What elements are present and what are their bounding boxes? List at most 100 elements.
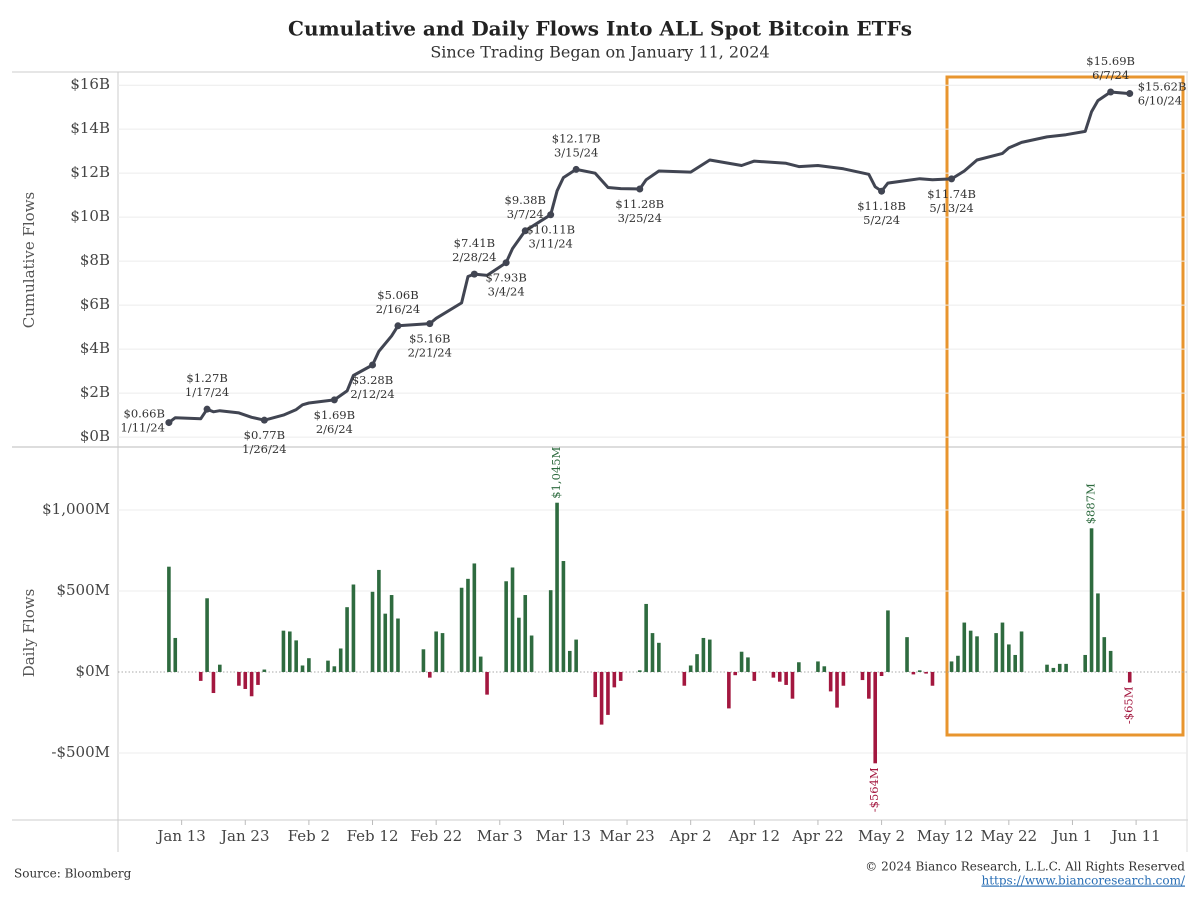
website-link[interactable]: https://www.biancoresearch.com/ bbox=[981, 874, 1185, 888]
point-value-label: $5.16B bbox=[409, 332, 450, 346]
bar bbox=[873, 671, 878, 764]
bar bbox=[1045, 664, 1049, 672]
bar bbox=[338, 648, 343, 672]
bar bbox=[841, 671, 846, 686]
x-tick-label: Feb 2 bbox=[288, 827, 330, 845]
point-date-label: 3/15/24 bbox=[554, 145, 598, 159]
bar bbox=[701, 637, 706, 672]
point-marker bbox=[636, 185, 644, 193]
bar bbox=[1007, 644, 1011, 672]
bar-value-label: -$65M bbox=[1122, 686, 1136, 724]
point-value-label: $10.11B bbox=[526, 223, 575, 237]
bar bbox=[262, 669, 267, 672]
bar bbox=[1064, 663, 1068, 672]
x-tick-label: May 2 bbox=[858, 827, 905, 845]
bar bbox=[1000, 622, 1005, 672]
bar bbox=[593, 671, 598, 698]
point-marker bbox=[502, 259, 510, 267]
bar bbox=[771, 671, 776, 678]
bar bbox=[243, 671, 248, 689]
y-tick-label: $2B bbox=[80, 383, 110, 401]
bar bbox=[637, 670, 642, 672]
bar bbox=[205, 598, 209, 672]
point-marker bbox=[369, 361, 377, 369]
bar bbox=[1102, 637, 1107, 672]
bar bbox=[746, 657, 750, 672]
x-tick-label: Feb 22 bbox=[410, 827, 462, 845]
point-value-label: $0.66B bbox=[124, 407, 165, 421]
bar bbox=[797, 662, 801, 672]
y-tick-label: $12B bbox=[70, 163, 110, 181]
x-tick-label: Jun 1 bbox=[1051, 827, 1093, 845]
bar bbox=[567, 650, 572, 672]
point-marker bbox=[1107, 88, 1115, 96]
point-value-label: $7.93B bbox=[485, 271, 526, 285]
point-date-label: 1/17/24 bbox=[185, 385, 229, 399]
bar bbox=[504, 581, 508, 672]
bar bbox=[733, 671, 738, 676]
bar bbox=[288, 631, 292, 672]
bar bbox=[727, 671, 731, 709]
x-tick-label: Mar 23 bbox=[599, 827, 654, 845]
y-tick-label: $0B bbox=[80, 427, 110, 445]
point-value-label: $11.74B bbox=[927, 187, 976, 201]
bar bbox=[1057, 663, 1062, 672]
cumulative-line bbox=[167, 90, 1130, 424]
bar-value-label: $887M bbox=[1084, 483, 1098, 524]
point-date-label: 3/11/24 bbox=[529, 237, 573, 251]
y-tick-label: $0M bbox=[76, 662, 110, 680]
x-tick-label: Jan 23 bbox=[219, 827, 269, 845]
bar bbox=[211, 671, 216, 694]
point-date-label: 1/11/24 bbox=[121, 421, 165, 435]
point-value-label: $1.27B bbox=[186, 371, 227, 385]
point-marker bbox=[878, 187, 886, 195]
bar bbox=[968, 630, 973, 672]
bar bbox=[281, 630, 286, 672]
bar bbox=[828, 671, 833, 692]
bar bbox=[682, 671, 687, 686]
bar bbox=[300, 665, 305, 672]
bar bbox=[816, 661, 820, 672]
point-marker bbox=[330, 396, 338, 404]
bar bbox=[1108, 650, 1113, 672]
bar bbox=[326, 660, 330, 672]
bar bbox=[383, 613, 388, 672]
point-value-label: $12.17B bbox=[552, 131, 601, 145]
point-marker bbox=[260, 416, 268, 424]
bar bbox=[1019, 631, 1024, 672]
bar bbox=[752, 671, 757, 681]
bar bbox=[485, 671, 489, 695]
bar bbox=[256, 671, 260, 685]
website-link-text[interactable]: https://www.biancoresearch.com/ bbox=[981, 874, 1185, 888]
highlight-box bbox=[945, 75, 1185, 737]
point-date-label: 6/7/24 bbox=[1092, 68, 1129, 82]
bar bbox=[421, 649, 426, 672]
bar bbox=[377, 569, 381, 672]
y-tick-label: $14B bbox=[70, 119, 110, 137]
x-tick-label: Apr 22 bbox=[791, 827, 843, 845]
point-value-label: $5.06B bbox=[377, 288, 418, 302]
point-date-label: 2/21/24 bbox=[408, 346, 452, 360]
point-date-label: 3/4/24 bbox=[488, 285, 525, 299]
y-tick-label: $10B bbox=[70, 207, 110, 225]
x-tick-label: Jan 13 bbox=[155, 827, 205, 845]
bar bbox=[644, 603, 648, 672]
bar bbox=[478, 656, 483, 672]
bar bbox=[218, 664, 222, 672]
bar bbox=[370, 591, 375, 672]
bar bbox=[962, 622, 967, 672]
point-marker bbox=[521, 227, 529, 235]
bar bbox=[237, 671, 241, 686]
bar bbox=[707, 639, 712, 672]
bar bbox=[307, 658, 311, 672]
bar bbox=[1127, 671, 1132, 683]
point-date-label: 3/25/24 bbox=[618, 211, 662, 225]
point-date-label: 5/2/24 bbox=[863, 213, 900, 227]
bar bbox=[905, 637, 909, 672]
bar bbox=[389, 595, 394, 672]
point-marker bbox=[470, 270, 478, 278]
bar bbox=[459, 587, 464, 672]
y-tick-label: -$500M bbox=[51, 743, 110, 761]
source-note: Source: Bloomberg bbox=[14, 867, 132, 881]
